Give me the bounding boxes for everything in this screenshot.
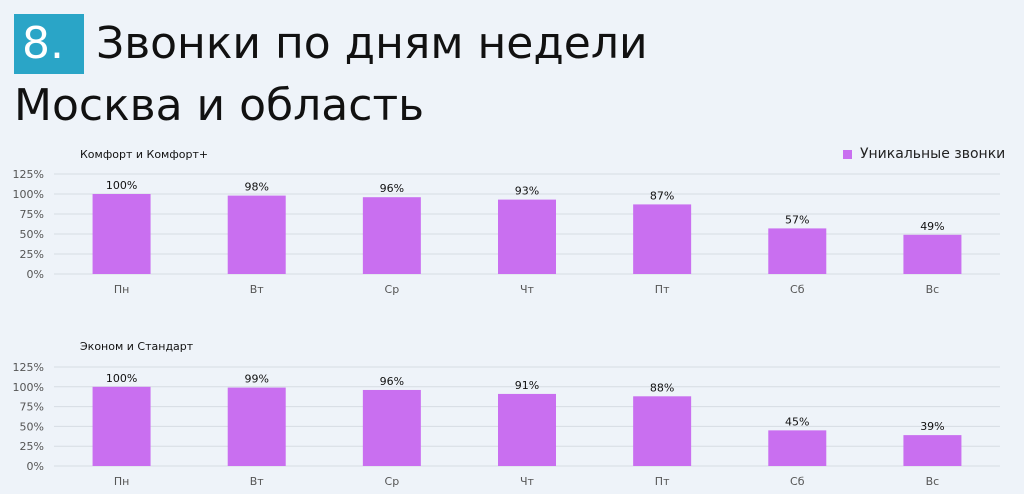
y-tick-label: 0%	[27, 268, 44, 281]
bar	[227, 195, 286, 274]
x-tick-label: Пн	[114, 283, 129, 296]
y-tick-label: 75%	[20, 401, 44, 414]
y-tick-label: 25%	[20, 440, 44, 453]
data-label: 91%	[515, 379, 539, 392]
y-tick-label: 50%	[20, 420, 44, 433]
x-tick-label: Чт	[520, 283, 535, 296]
title-line-2: Москва и область	[14, 80, 425, 131]
x-tick-label: Ср	[385, 475, 400, 488]
chart-title: Комфорт и Комфорт+	[80, 148, 208, 161]
slide-number-badge: 8.	[14, 14, 84, 74]
y-tick-label: 0%	[27, 460, 44, 473]
y-tick-label: 125%	[13, 361, 44, 374]
data-label: 96%	[380, 182, 404, 195]
data-label: 45%	[785, 415, 809, 428]
data-label: 87%	[650, 189, 674, 202]
x-tick-label: Пт	[655, 283, 670, 296]
bar	[903, 234, 962, 274]
data-label: 98%	[244, 181, 268, 194]
x-tick-label: Вт	[250, 475, 265, 488]
chart-legend: Уникальные звонки	[843, 146, 1005, 162]
x-tick-label: Вт	[250, 283, 265, 296]
x-tick-label: Вс	[926, 283, 940, 296]
data-label: 88%	[650, 381, 674, 394]
chart-title: Эконом и Стандарт	[80, 340, 194, 353]
data-label: 39%	[920, 420, 944, 433]
bar	[768, 430, 827, 466]
bar	[362, 389, 421, 466]
chart-comfort: Комфорт и Комфорт+ 0% 25% 50% 75% 100% 125% 100…	[13, 148, 1000, 296]
chart-economy: Эконом и Стандарт 0% 25% 50% 75% 100% 125% 100%…	[13, 340, 1000, 488]
bar	[362, 197, 421, 274]
x-tick-label: Сб	[790, 475, 805, 488]
x-tick-label: Ср	[385, 283, 400, 296]
bar	[903, 435, 962, 466]
bar	[92, 386, 151, 466]
x-tick-label: Чт	[520, 475, 535, 488]
bar	[498, 393, 556, 466]
data-label: 100%	[106, 179, 137, 192]
legend-swatch	[843, 149, 852, 159]
x-tick-label: Пт	[655, 475, 670, 488]
y-tick-label: 100%	[13, 381, 44, 394]
bar	[633, 204, 692, 274]
x-tick-label: Сб	[790, 283, 805, 296]
data-label: 96%	[380, 375, 404, 388]
legend-label: Уникальные звонки	[860, 146, 1006, 162]
y-tick-label: 125%	[13, 168, 44, 181]
data-label: 93%	[515, 185, 539, 198]
data-label: 100%	[106, 372, 137, 385]
y-tick-label: 50%	[20, 228, 44, 241]
title-line-1: Звонки по дням недели	[96, 18, 648, 69]
bar	[92, 194, 151, 274]
y-tick-label: 25%	[20, 248, 44, 261]
x-tick-label: Вс	[926, 475, 940, 488]
y-tick-label: 100%	[13, 188, 44, 201]
data-label: 49%	[920, 220, 944, 233]
bar	[498, 199, 556, 274]
bar	[633, 396, 692, 466]
bar	[227, 387, 286, 466]
bar	[768, 228, 827, 274]
data-label: 57%	[785, 213, 809, 226]
y-tick-label: 75%	[20, 208, 44, 221]
data-label: 99%	[244, 373, 268, 386]
x-tick-label: Пн	[114, 475, 129, 488]
